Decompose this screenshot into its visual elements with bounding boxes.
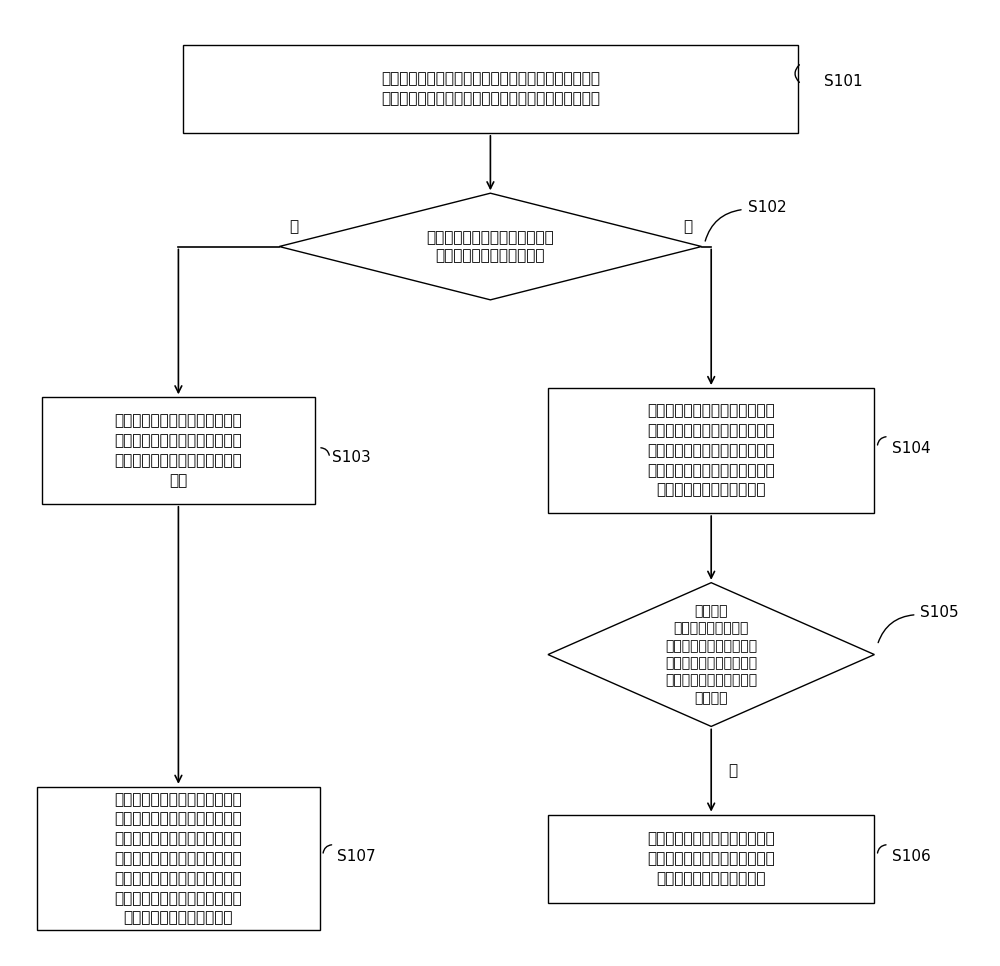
Polygon shape bbox=[279, 193, 702, 299]
Text: S107: S107 bbox=[337, 849, 376, 865]
Polygon shape bbox=[548, 582, 874, 726]
FancyBboxPatch shape bbox=[37, 786, 320, 930]
Text: S101: S101 bbox=[824, 74, 863, 89]
Text: S106: S106 bbox=[892, 849, 930, 865]
Text: 是: 是 bbox=[728, 763, 738, 778]
Text: S102: S102 bbox=[748, 200, 786, 215]
FancyBboxPatch shape bbox=[183, 44, 798, 133]
Text: 否: 否 bbox=[683, 219, 692, 235]
Text: S103: S103 bbox=[332, 450, 371, 466]
Text: 向该终端反馈关于按照该预定比
值更改该硬盘容量与该内存容量
的通知信息，以使得该终端在接
收到该通知信息后，输出与该通
知信息对应的变更提示信息: 向该终端反馈关于按照该预定比 值更改该硬盘容量与该内存容量 的通知信息，以使得该… bbox=[647, 404, 775, 497]
Text: 判断该硬盘容量与该内存容量的
目标比值是否超过预定比值: 判断该硬盘容量与该内存容量的 目标比值是否超过预定比值 bbox=[427, 230, 554, 264]
Text: 按照该变更后硬盘容量和该变更
后内存容量，基于所关联的物理
机为该用户分配云端虚拟机: 按照该变更后硬盘容量和该变更 后内存容量，基于所关联的物理 机为该用户分配云端虚… bbox=[647, 832, 775, 886]
Text: S105: S105 bbox=[920, 606, 959, 620]
FancyBboxPatch shape bbox=[548, 388, 874, 513]
Text: 在接收到
用户通过终端发送的
变更请求时，判断变更后
硬盘容量与变更后内存容
量的变更后比值是否超过
预定比值: 在接收到 用户通过终端发送的 变更请求时，判断变更后 硬盘容量与变更后内存容 量… bbox=[665, 605, 757, 705]
Text: S104: S104 bbox=[892, 441, 930, 456]
FancyBboxPatch shape bbox=[548, 814, 874, 902]
Text: 在接收到该用户通过该终端发送
的虚拟机保留请求时，按照该虚
拟机请求所携带的该硬盘容量和
该内存容量，基于所关联的物理
机为用户分配云端虚拟机，并且
，按照预定: 在接收到该用户通过该终端发送 的虚拟机保留请求时，按照该虚 拟机请求所携带的该硬… bbox=[115, 792, 242, 925]
FancyBboxPatch shape bbox=[42, 397, 315, 504]
Text: 按照该虚拟机请求所携带的该硬
盘容量和该内存容量，基于所关
联的物理机为该用户分配云端虚
拟机: 按照该虚拟机请求所携带的该硬 盘容量和该内存容量，基于所关 联的物理机为该用户分… bbox=[115, 413, 242, 488]
Text: 接收用户通过终端发出的虚拟机请求，该虚拟机请求携
带有所要请求云端虚拟机的硬盘容量与内存容量的信息: 接收用户通过终端发出的虚拟机请求，该虚拟机请求携 带有所要请求云端虚拟机的硬盘容… bbox=[381, 71, 600, 106]
Text: 是: 是 bbox=[289, 219, 298, 235]
